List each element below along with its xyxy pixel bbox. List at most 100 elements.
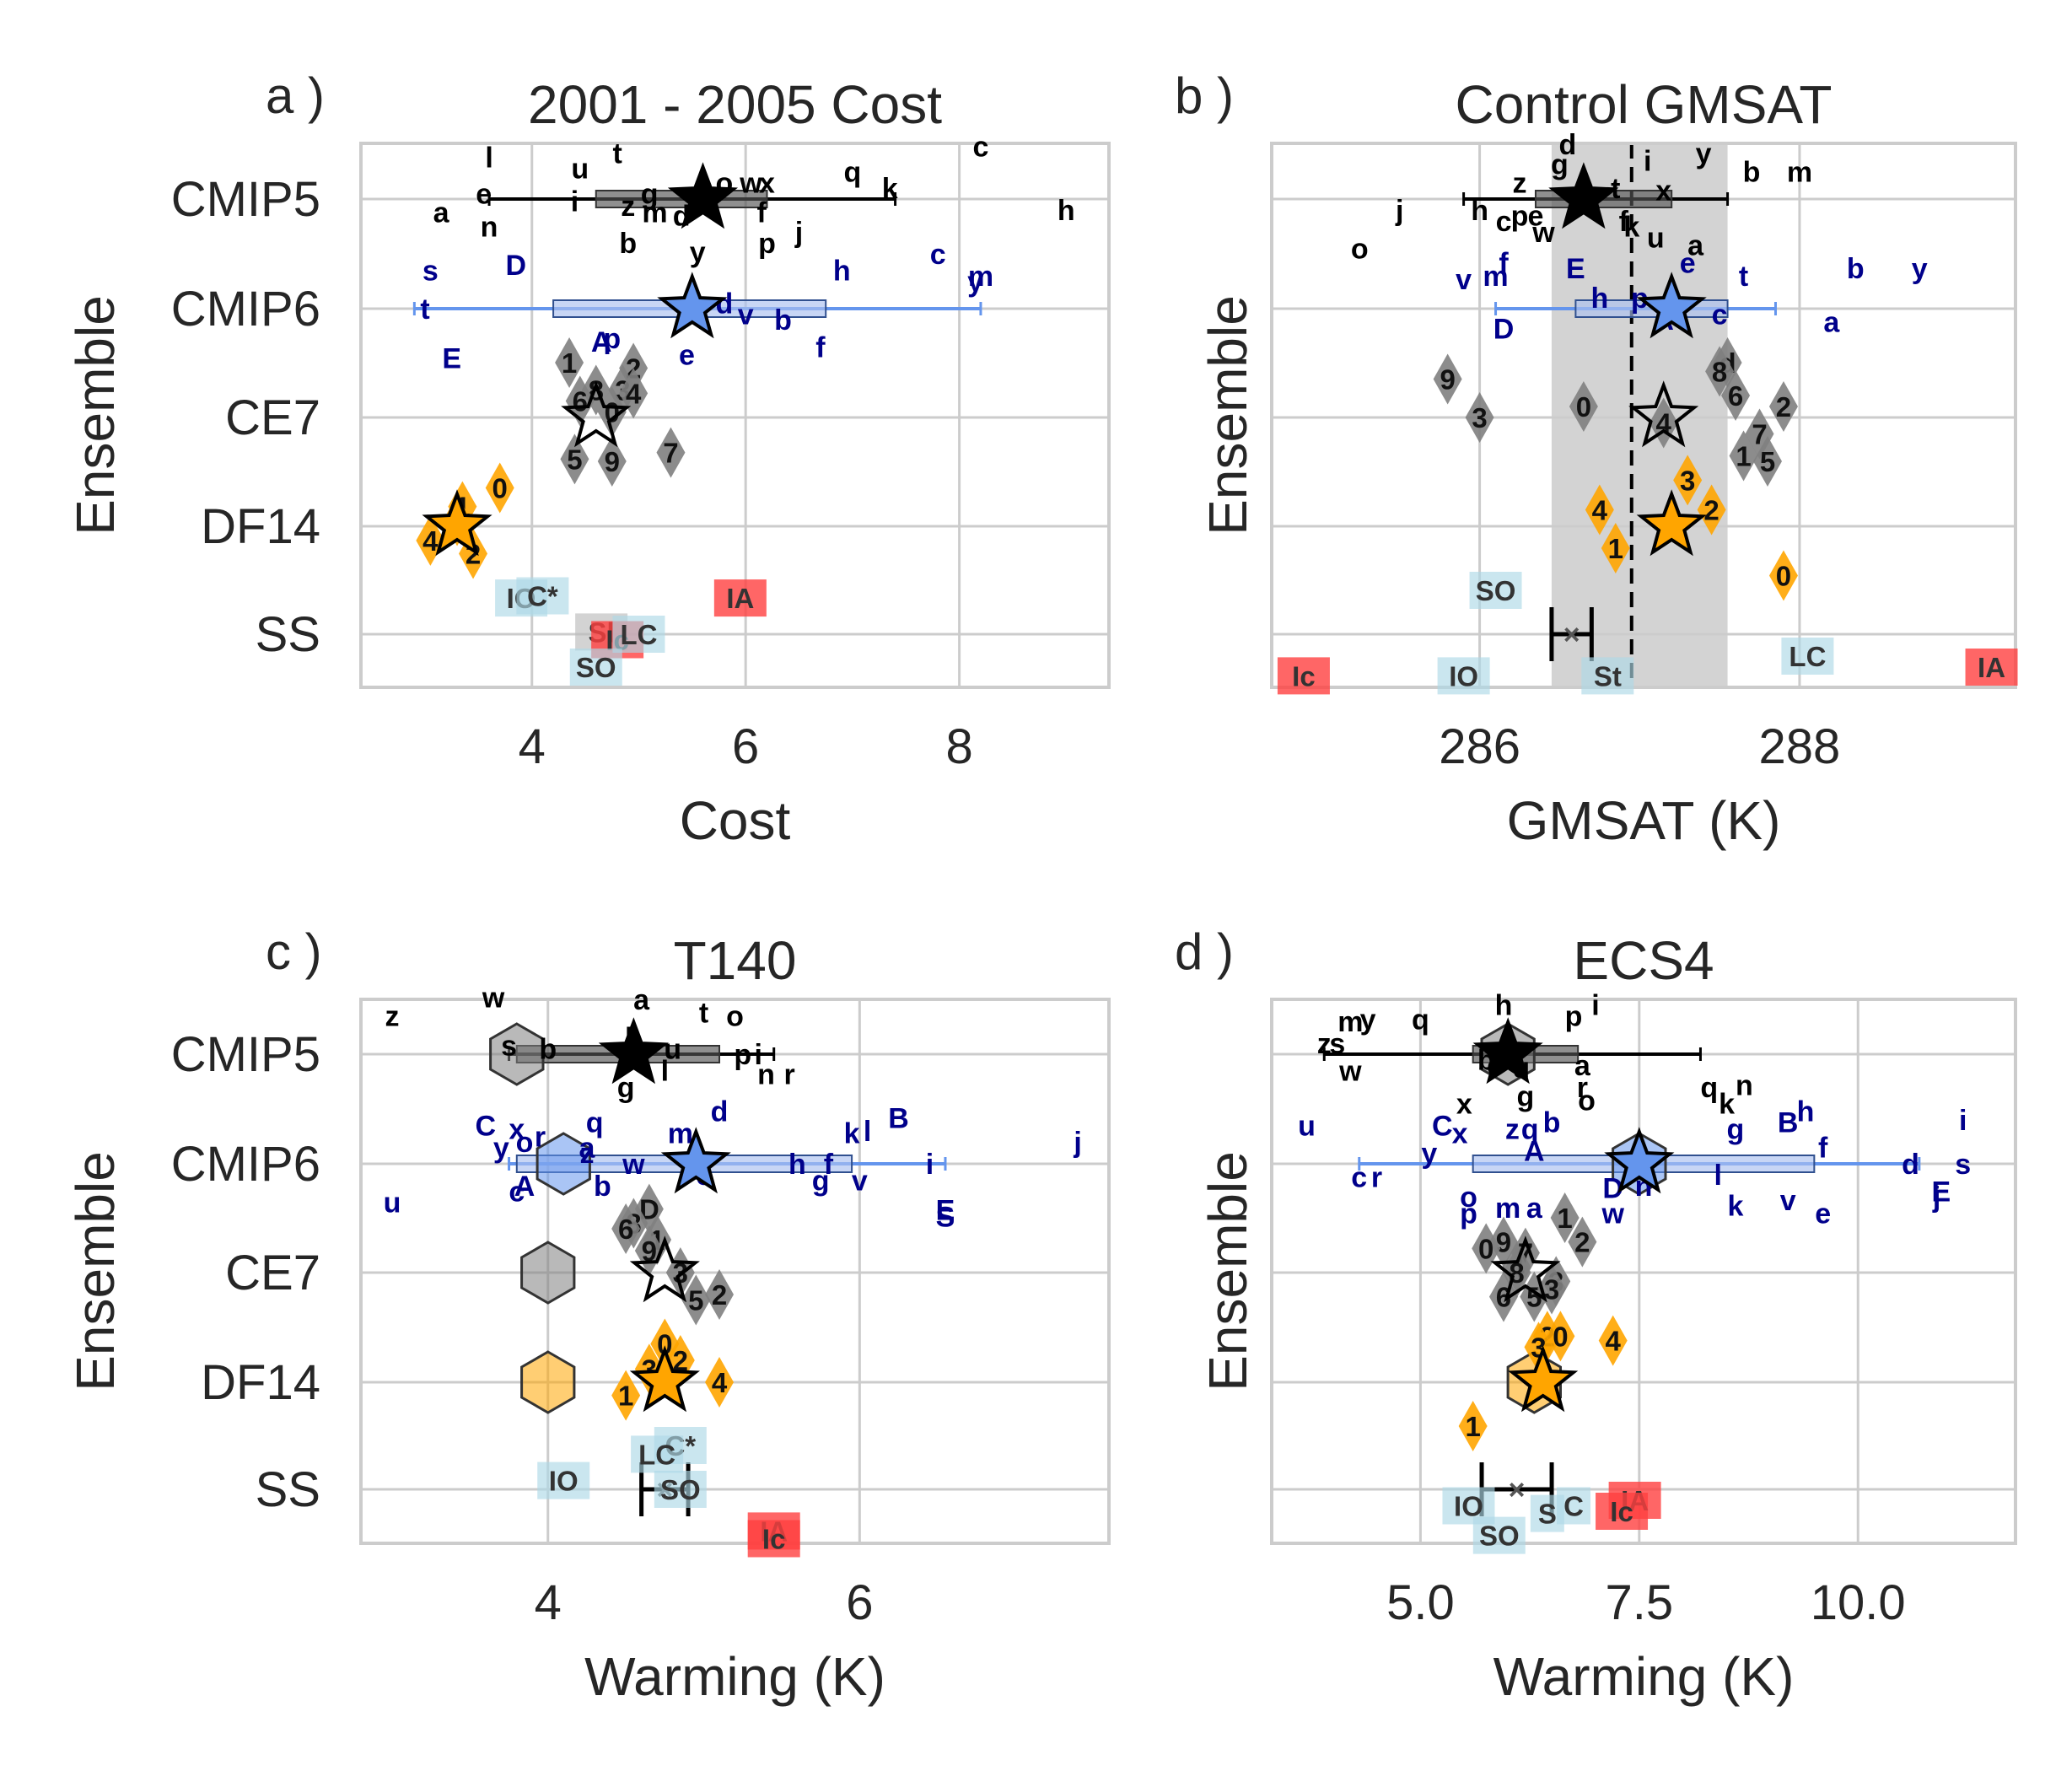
cmip5-point-label: g — [1551, 148, 1569, 180]
x-axis-label: Warming (K) — [1493, 1646, 1795, 1707]
cmip6-point-label: E — [442, 343, 461, 375]
ss-mean-marker: × — [1509, 1474, 1526, 1506]
panel-b: ×d896203471534210dgziybmxtjhcpewfkuaovfm… — [1175, 67, 2018, 851]
ss-point-label: IA — [726, 583, 754, 614]
cmip5-point-label: g — [641, 179, 659, 211]
ss-marker-box — [1581, 657, 1634, 695]
ce7-point-label: 5 — [567, 444, 582, 475]
cmip5-point-label: n — [757, 1058, 775, 1090]
cmip6-point-label: f — [815, 332, 826, 364]
axes-frame — [359, 998, 1111, 1545]
ce7-diamond-7 — [656, 427, 686, 478]
cmip6-point-label: z — [579, 1138, 594, 1170]
y-tick-label: CMIP5 — [171, 1027, 320, 1082]
df14-point-label: 0 — [1776, 561, 1791, 592]
cmip5-mean-star — [1548, 162, 1619, 229]
df14-point-label: 1 — [1465, 1411, 1480, 1442]
cmip5-point-label: w — [1338, 1056, 1362, 1088]
ce7-point-label: 4 — [626, 378, 642, 409]
cmip6-point-label: c — [509, 1176, 525, 1208]
cmip6-point-label: c — [1712, 299, 1728, 331]
cmip5-point-label: b — [1743, 157, 1761, 189]
cmip6-point-label: f — [1499, 247, 1509, 279]
df14-diamond-4 — [1598, 1315, 1628, 1366]
y-tick-label: CE7 — [225, 390, 320, 445]
cmip6-point-label: v — [1780, 1185, 1796, 1217]
ce7-diamond-3 — [1465, 392, 1494, 443]
ce7-point-label: 0 — [605, 397, 620, 428]
ce7-point-label: 2 — [1574, 1227, 1590, 1258]
cmip5-point-label: k — [882, 173, 898, 205]
cmip6-point-label: d — [711, 1096, 729, 1128]
cmip5-point-label: l — [485, 143, 492, 175]
cmip5-point-label: p — [758, 228, 776, 260]
cmip5-point-label: c — [1496, 206, 1512, 238]
cmip5-point-label: h — [1471, 195, 1488, 227]
cmip5-point-label: e — [476, 179, 492, 211]
cmip6-point-label: y — [1912, 253, 1928, 285]
ss-point-label: C* — [527, 581, 558, 612]
df14-point-label: 3 — [1680, 465, 1695, 496]
panel-c: ×D861935202341zwatosbhupilnrgCxrqdmklBjy… — [65, 923, 1111, 1707]
cmip6-point-label: u — [384, 1187, 401, 1219]
cmip6-point-label: m — [1483, 261, 1508, 293]
ss-point-label: IO — [549, 1466, 579, 1497]
cmip5-point-label: p — [734, 1039, 751, 1071]
cmip5-point-label: b — [539, 1034, 557, 1066]
cmip6-point-label: m — [1495, 1192, 1520, 1225]
cmip6-point-label: D — [1493, 313, 1515, 345]
cmip6-point-label: x — [1452, 1118, 1468, 1150]
ss-marker-box — [1530, 1494, 1564, 1532]
cmip6-point-label: p — [1460, 1198, 1477, 1230]
hexagon-marker — [520, 1350, 576, 1414]
ss-point-label: IO — [1454, 1491, 1483, 1522]
cmip5-point-label: m — [642, 197, 667, 229]
cmip6-point-label: t — [420, 293, 429, 326]
cmip5-point-label: u — [1647, 223, 1665, 255]
cmip5-point-label: z — [621, 191, 635, 223]
ss-point-label: Ic — [1610, 1496, 1633, 1527]
cmip5-point-label: z — [385, 1001, 399, 1033]
panel-label: b ) — [1175, 67, 1234, 124]
ss-marker-box — [747, 1520, 800, 1558]
ce7-point-label: 3 — [1544, 1274, 1559, 1305]
ce7-diamond-0 — [597, 386, 627, 438]
ce7-diamond-0 — [1569, 381, 1598, 432]
cmip5-point-label: a — [633, 984, 650, 1016]
cmip6-point-label: E — [1931, 1176, 1951, 1208]
cmip6-point-label: v — [1456, 264, 1472, 296]
ss-point-label: IO — [1449, 660, 1478, 692]
df14-mean-star — [629, 1345, 700, 1413]
cmip6-point-label: f — [1818, 1133, 1828, 1165]
cmip6-point-label: a — [1526, 1192, 1543, 1225]
df14-diamond-0 — [1768, 550, 1798, 601]
ss-point-label: SO — [576, 652, 616, 683]
panel-title: 2001 - 2005 Cost — [528, 74, 942, 135]
cmip6-point-label: S — [936, 1201, 955, 1233]
cmip5-point-label: j — [794, 217, 803, 249]
y-tick-label: SS — [256, 1462, 320, 1517]
cmip5-point-label: o — [1578, 1085, 1596, 1117]
cmip6-point-label: e — [679, 340, 695, 372]
cmip6-point-label: e — [1815, 1198, 1831, 1230]
cmip6-point-label: g — [812, 1165, 830, 1198]
x-axis-label: GMSAT (K) — [1507, 790, 1781, 851]
cmip6-point-label: o — [1460, 1182, 1477, 1214]
cmip5-point-label: i — [1644, 146, 1651, 178]
cmip5-point-label: x — [1456, 1089, 1472, 1121]
cmip6-point-label: u — [1298, 1111, 1316, 1143]
x-tick-label: 10.0 — [1811, 1575, 1906, 1630]
cmip6-point-label: o — [516, 1127, 534, 1159]
cmip5-point-label: y — [1360, 1004, 1376, 1036]
cmip5-mean-star — [667, 162, 739, 229]
cmip6-point-label: k — [1727, 1190, 1743, 1222]
cmip6-point-label: c — [1351, 1162, 1367, 1194]
cmip6-point-label: l — [1714, 1160, 1721, 1192]
cmip5-point-label: e — [1528, 201, 1544, 233]
ss-point-label: SO — [1476, 575, 1516, 606]
cmip5-point-label: u — [664, 1034, 681, 1066]
df14-diamond-1 — [611, 1370, 641, 1421]
cmip6-point-label: D — [505, 250, 526, 282]
ce7-point-label: 6 — [618, 1214, 633, 1245]
df14-diamond-4 — [1585, 484, 1614, 536]
